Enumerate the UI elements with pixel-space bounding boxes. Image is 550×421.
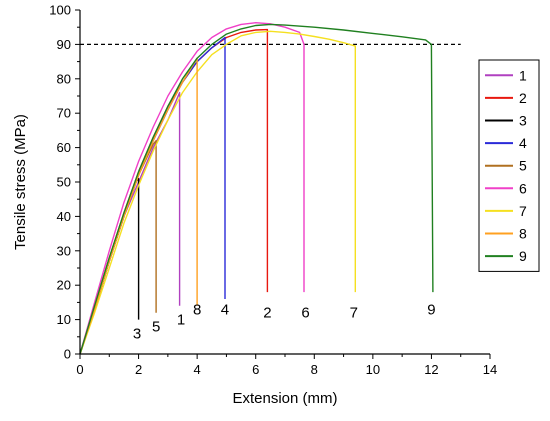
y-tick-label: 70 — [57, 106, 71, 121]
x-tick-label: 6 — [252, 362, 259, 377]
y-tick-label: 50 — [57, 175, 71, 190]
legend-label-6: 6 — [519, 180, 527, 196]
y-tick-label: 40 — [57, 209, 71, 224]
y-axis-title: Tensile stress (MPa) — [12, 114, 29, 250]
legend-label-4: 4 — [519, 135, 527, 151]
curve-label-7: 7 — [350, 305, 358, 322]
curve-label-3: 3 — [133, 325, 141, 342]
x-tick-label: 4 — [194, 362, 201, 377]
x-tick-label: 14 — [483, 362, 497, 377]
curve-label-8: 8 — [193, 301, 201, 318]
x-tick-label: 12 — [424, 362, 438, 377]
curve-label-1: 1 — [177, 312, 185, 329]
y-tick-label: 10 — [57, 312, 71, 327]
x-tick-label: 10 — [366, 362, 380, 377]
curve-label-9: 9 — [427, 301, 435, 318]
axis-layer: 0 2 4 6 8 10 12 140102030405060708090100Extensi… — [12, 3, 497, 408]
legend-label-8: 8 — [519, 226, 527, 242]
x-tick-label: 8 — [311, 362, 318, 377]
legend-label-5: 5 — [519, 158, 527, 174]
y-tick-label: 20 — [57, 278, 71, 293]
legend-label-2: 2 — [519, 90, 527, 106]
legend: 1 2 3 4 5 6 7 8 9 — [478, 59, 540, 272]
curve-label-4: 4 — [221, 301, 229, 318]
series-line-2 — [79, 28, 269, 355]
x-axis-title: Extension (mm) — [232, 390, 337, 407]
y-tick-label: 0 — [64, 347, 71, 362]
series-line-6 — [79, 22, 305, 355]
y-tick-label: 100 — [49, 3, 71, 18]
y-tick-label: 90 — [57, 37, 71, 52]
x-tick-label: 2 — [135, 362, 142, 377]
legend-label-9: 9 — [519, 248, 527, 264]
series-line-1 — [79, 91, 181, 355]
curve-label-6: 6 — [301, 305, 309, 322]
legend-label-3: 3 — [519, 113, 527, 129]
series-line-4 — [79, 36, 226, 355]
y-tick-label: 80 — [57, 71, 71, 86]
series-layer — [79, 22, 434, 355]
curve-label-5: 5 — [152, 318, 160, 335]
series-line-9 — [79, 23, 434, 355]
y-tick-label: 30 — [57, 243, 71, 258]
y-tick-label: 60 — [57, 140, 71, 155]
legend-label-7: 7 — [519, 203, 527, 219]
legend-label-1: 1 — [519, 67, 527, 83]
series-line-7 — [79, 30, 356, 355]
curve-label-2: 2 — [263, 305, 271, 322]
curve-label-layer: 1 2 3 4 5 6 7 8 9 — [133, 301, 436, 342]
x-tick-label: 0 — [76, 362, 83, 377]
series-line-8 — [79, 57, 198, 355]
